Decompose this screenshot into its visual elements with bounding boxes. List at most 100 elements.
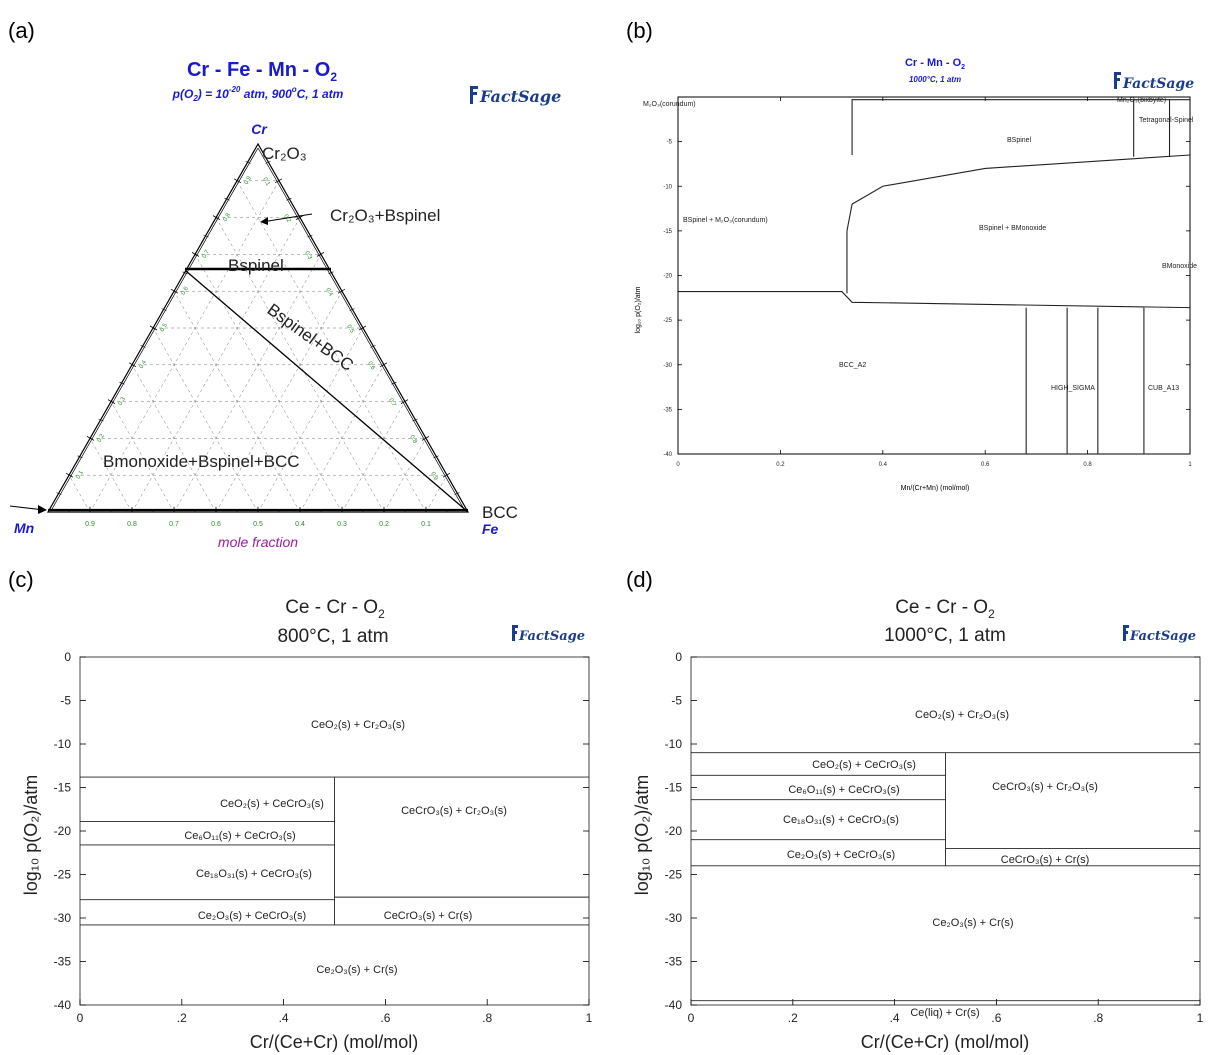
ternary-tick-mark	[442, 472, 451, 478]
y-tick-label: -40	[665, 998, 683, 1012]
y-tick-label: -35	[663, 407, 672, 413]
ternary-tick-label: 0.1	[421, 521, 431, 528]
x-tick-label: 0.2	[776, 462, 785, 468]
panel-a-xlabel: mole fraction	[218, 534, 298, 550]
ternary-gridline	[152, 327, 259, 513]
y-tick-label: -20	[54, 824, 72, 838]
chart-b: Cr - Mn - O2 1000°C, 1 atm FactSage log₁…	[635, 57, 1197, 492]
apex-fe-label: Fe	[482, 521, 499, 537]
label-d-celiq-cr: Ce(liq) + Cr(s)	[910, 1007, 979, 1019]
label-cub-a13: CUB_A13	[1148, 385, 1179, 392]
ternary-tick-mark	[349, 308, 355, 311]
ternary-tick-label: 0.5	[160, 322, 170, 333]
x-tick-label: 0	[77, 1011, 84, 1025]
ternary-tick-label: 0.3	[337, 521, 347, 528]
ternary-tick-mark	[182, 271, 188, 275]
ternary-tick-mark	[400, 399, 409, 404]
y-tick-label: -15	[663, 229, 672, 235]
ternary-tick-mark	[328, 271, 334, 275]
x-tick-label: 0.4	[879, 462, 888, 468]
panel-a-title: Cr - Fe - Mn - O2	[187, 59, 337, 84]
x-tick-label: 1	[1197, 1011, 1204, 1025]
label-bcc-a2: BCC_A2	[839, 362, 866, 369]
x-tick-label: 0.6	[981, 462, 990, 468]
panel-c-xlabel: Cr/(Ce+Cr) (mol/mol)	[250, 1032, 419, 1052]
ternary-gridline	[341, 401, 406, 513]
panel-d-xlabel: Cr/(Ce+Cr) (mol/mol)	[861, 1032, 1030, 1052]
ternary-tick-label: 0.8	[223, 212, 233, 223]
ternary-tick-mark	[379, 362, 388, 368]
x-tick-label: .8	[1093, 1011, 1103, 1025]
ternary-ticks: 0.9 0.8 0.7 0.6 0.5 0.4 0.3 0.2 0.1 0.9 0.8 0.7 0.6 0…	[56, 161, 460, 528]
panel-b-xlabel: Mn/(Cr+Mn) (mol/mol)	[901, 485, 970, 492]
ternary-tick-label: 0.2	[282, 214, 292, 225]
ternary-tick-mark	[316, 252, 325, 257]
ternary-diagram: Cr - Fe - Mn - O2 p(O2) = 10-20 atm, 900…	[9, 59, 561, 550]
ternary-tick-mark	[391, 381, 397, 385]
label-c-cecro3-cr: CeCrO₃(s) + Cr(s)	[384, 910, 473, 922]
ternary-gridline	[215, 217, 385, 513]
svg-text:FactSage: FactSage	[1122, 76, 1194, 92]
label-d-ce6o11-cecro3: Ce₆O₁₁(s) + CeCrO₃(s)	[788, 784, 899, 796]
ternary-tick-label: 0.1	[76, 469, 86, 480]
y-tick-label: -25	[665, 868, 683, 882]
label-high-sigma: HIGH_SIGMA	[1051, 385, 1095, 392]
plot-frame	[677, 96, 1191, 455]
label-d-ce18o31-cecro3: Ce₁₈O₃₁(s) + CeCrO₃(s)	[783, 814, 899, 826]
label-bspinel-m2o3: BSpinel + M₂O₃(corundum)	[683, 217, 768, 224]
x-tick-label: 1	[1188, 462, 1192, 468]
label-c-ce2o3-cr: Ce₂O₃(s) + Cr(s)	[316, 964, 397, 976]
ternary-gridline	[131, 217, 301, 513]
chart-c: Ce - Cr - O2 800°C, 1 atm FactSage log₁₀…	[21, 597, 593, 1052]
panel-d-title: Ce - Cr - O2	[895, 597, 995, 621]
y-tick-label: -30	[663, 363, 672, 369]
panel-d-subtitle: 1000°C, 1 atm	[884, 625, 1006, 646]
panel-b-subtitle: 1000°C, 1 atm	[909, 75, 961, 84]
ternary-tick-label: 0.4	[295, 521, 305, 528]
factsage-logo: FactSage	[470, 86, 561, 106]
label-d-ceo2-cr2o3: CeO₂(s) + Cr₂O₃(s)	[915, 709, 1009, 721]
y-tick-label: -30	[54, 911, 72, 925]
ternary-tick-mark	[170, 288, 179, 294]
panel-c-ylabel: log₁₀ p(O₂)/atm	[21, 775, 41, 896]
apex-cr-label: Cr	[251, 121, 268, 137]
factsage-logo: FactSage	[512, 625, 585, 644]
arrow-cr2o3-bspinel	[261, 213, 313, 223]
ternary-tick-mark	[307, 234, 313, 238]
y-tick-label: -10	[663, 184, 672, 190]
ternary-tick-mark	[203, 234, 209, 238]
label-c-ce6o11-cecro3: Ce₆O₁₁(s) + CeCrO₃(s)	[184, 830, 295, 842]
panel-b-label: (b)	[626, 18, 653, 43]
ternary-tick-mark	[265, 161, 271, 164]
y-tick-label: -5	[671, 694, 682, 708]
svg-text:FactSage: FactSage	[1129, 629, 1196, 644]
y-tick-label: -40	[54, 998, 72, 1012]
svg-text:FactSage: FactSage	[479, 87, 561, 106]
label-bspinel-bcc: Bspinel+BCC	[264, 300, 357, 375]
panel-b-title: Cr - Mn - O2	[905, 57, 965, 71]
label-bmonoxide: BMonoxide	[1162, 263, 1197, 270]
panel-c-subtitle: 800°C, 1 atm	[277, 626, 388, 647]
x-tick-label: .4	[890, 1011, 900, 1025]
factsage-logo: FactSage	[1123, 625, 1196, 644]
phase-boundaries-c	[80, 776, 589, 926]
arrow-head-cr2o3-bspinel	[260, 217, 268, 225]
ternary-tick-mark	[191, 252, 200, 257]
y-tick-label: -35	[665, 955, 683, 969]
ternary-tick-label: 0.5	[345, 324, 355, 335]
y-tick-label: -35	[54, 955, 72, 969]
ternary-tick-label: 0.6	[211, 521, 221, 528]
ternary-tick-mark	[286, 197, 292, 201]
ternary-tick-label: 0.2	[97, 433, 107, 444]
ternary-gridline	[257, 327, 364, 513]
ternary-tick-mark	[274, 178, 283, 184]
y-tick-label: -10	[54, 737, 72, 751]
ternary-tick-label: 0.5	[253, 521, 263, 528]
panel-a-label: (a)	[8, 18, 35, 43]
region-labels-b: M₂O₃(corundum) Mn₂O₃(bixbyite) Tetragona…	[643, 97, 1197, 392]
label-d-cecro3-cr: CeCrO₃(s) + Cr(s)	[1001, 854, 1090, 866]
y-tick-label: -20	[665, 824, 683, 838]
ternary-tick-mark	[370, 345, 376, 348]
label-c-ce18o31-cecro3: Ce₁₈O₃₁(s) + CeCrO₃(s)	[196, 868, 312, 880]
ternary-tick-mark	[86, 436, 95, 441]
